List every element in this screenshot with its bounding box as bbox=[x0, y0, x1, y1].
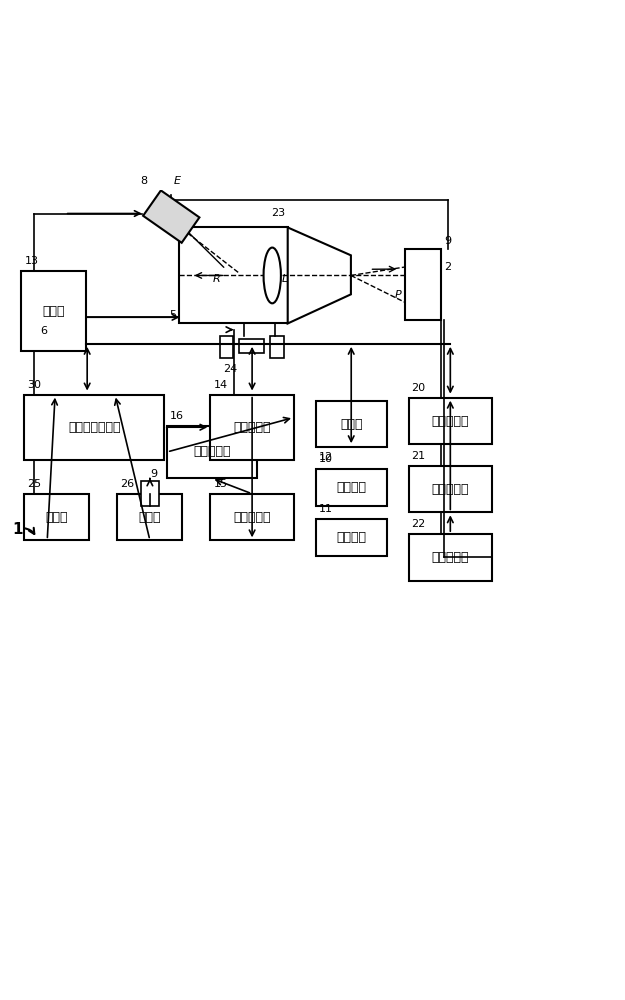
Text: 16: 16 bbox=[170, 411, 184, 421]
Text: 激光谐振器: 激光谐振器 bbox=[193, 445, 231, 458]
Text: 8: 8 bbox=[140, 176, 147, 186]
Bar bbox=[316, 401, 387, 447]
Bar bbox=[219, 336, 233, 358]
Text: 放大部: 放大部 bbox=[46, 511, 68, 524]
Polygon shape bbox=[288, 227, 351, 323]
Bar bbox=[141, 481, 159, 506]
Text: 1: 1 bbox=[12, 522, 22, 537]
Text: E: E bbox=[174, 176, 181, 186]
Text: 23: 23 bbox=[271, 208, 286, 218]
Text: 控制部: 控制部 bbox=[42, 305, 65, 318]
Bar bbox=[271, 336, 284, 358]
Bar bbox=[406, 249, 441, 320]
Text: 10: 10 bbox=[319, 454, 332, 464]
Bar bbox=[316, 519, 387, 556]
Text: 24: 24 bbox=[222, 364, 237, 374]
Text: 15: 15 bbox=[213, 479, 228, 489]
Text: 伺服放大器: 伺服放大器 bbox=[432, 483, 469, 496]
Text: 位置控制部: 位置控制部 bbox=[432, 415, 469, 428]
Text: 加工程序: 加工程序 bbox=[336, 531, 366, 544]
Text: 激光用电源: 激光用电源 bbox=[233, 511, 271, 524]
Bar bbox=[21, 271, 86, 351]
Text: 21: 21 bbox=[412, 451, 426, 461]
Text: 20: 20 bbox=[412, 383, 426, 393]
Bar bbox=[239, 339, 264, 353]
Text: 11: 11 bbox=[319, 504, 332, 514]
Bar bbox=[210, 494, 294, 540]
Text: 22: 22 bbox=[412, 519, 426, 529]
Text: 输出控制部: 输出控制部 bbox=[233, 421, 271, 434]
Text: 5: 5 bbox=[169, 310, 176, 320]
Text: 12: 12 bbox=[319, 452, 333, 462]
Text: 前期加工控制部: 前期加工控制部 bbox=[68, 421, 121, 434]
Text: 存储部: 存储部 bbox=[340, 418, 362, 431]
Text: 放大部: 放大部 bbox=[139, 511, 161, 524]
Text: 加工条件: 加工条件 bbox=[336, 481, 366, 494]
Text: R: R bbox=[213, 274, 221, 284]
Bar bbox=[210, 395, 294, 460]
Bar bbox=[118, 494, 182, 540]
Polygon shape bbox=[143, 190, 199, 243]
Text: 9: 9 bbox=[444, 236, 452, 246]
Bar bbox=[316, 469, 387, 506]
Text: 伺服电动机: 伺服电动机 bbox=[432, 551, 469, 564]
Bar bbox=[409, 466, 492, 512]
Bar bbox=[409, 534, 492, 581]
Text: 6: 6 bbox=[40, 326, 47, 336]
Bar bbox=[24, 494, 89, 540]
Ellipse shape bbox=[264, 248, 281, 303]
Text: P: P bbox=[395, 290, 402, 300]
Bar bbox=[179, 227, 288, 323]
Text: 9: 9 bbox=[151, 469, 158, 479]
Bar bbox=[167, 426, 257, 478]
Bar bbox=[409, 398, 492, 444]
Text: L: L bbox=[281, 274, 288, 284]
Text: 26: 26 bbox=[121, 479, 134, 489]
Text: 13: 13 bbox=[24, 256, 39, 266]
Text: 30: 30 bbox=[28, 380, 41, 390]
Text: 14: 14 bbox=[213, 380, 228, 390]
Text: 25: 25 bbox=[28, 479, 42, 489]
Text: 2: 2 bbox=[444, 262, 452, 272]
Bar bbox=[24, 395, 164, 460]
